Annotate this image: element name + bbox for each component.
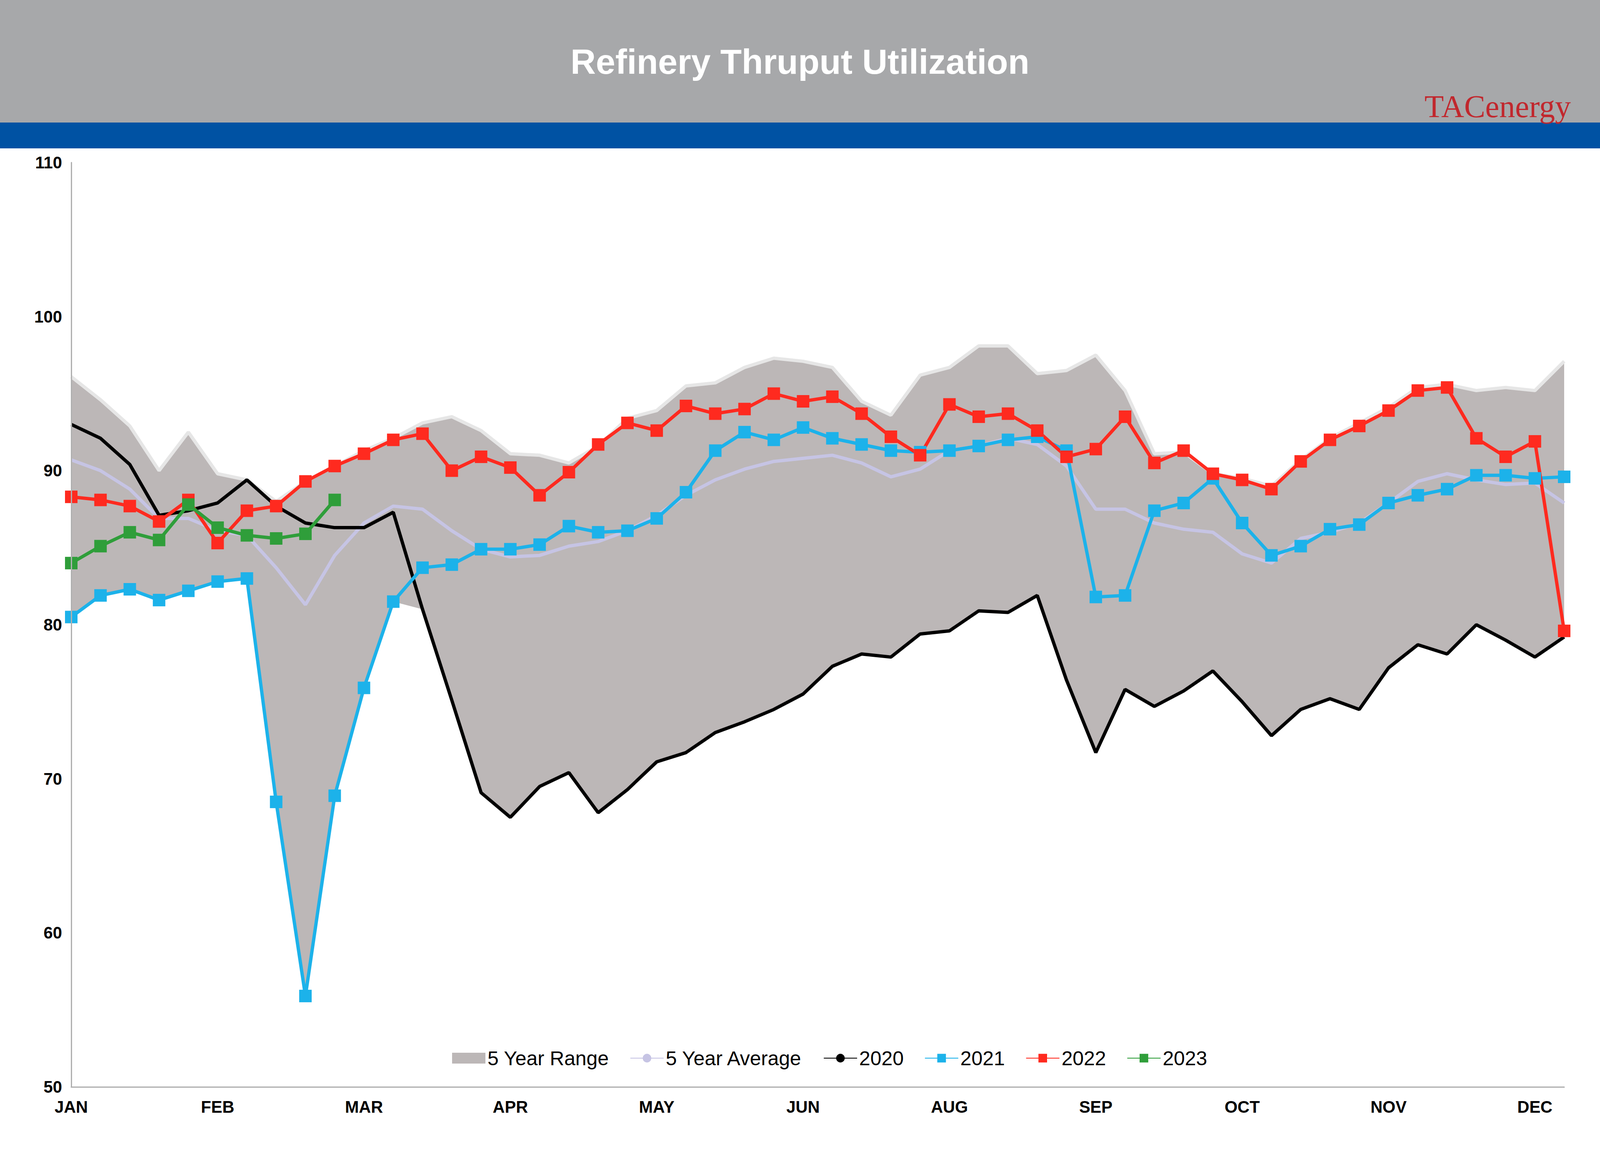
svg-text:5 Year Range: 5 Year Range: [487, 1047, 609, 1070]
svg-text:NOV: NOV: [1370, 1097, 1407, 1116]
svg-text:80: 80: [43, 615, 63, 634]
svg-text:60: 60: [43, 923, 63, 942]
svg-text:5 Year Average: 5 Year Average: [665, 1047, 802, 1070]
svg-text:JUN: JUN: [786, 1097, 820, 1116]
svg-text:AUG: AUG: [930, 1097, 968, 1116]
svg-text:MAR: MAR: [345, 1097, 383, 1116]
svg-text:100: 100: [34, 307, 63, 326]
svg-text:2023: 2023: [1162, 1047, 1208, 1070]
svg-text:TACenergy: TACenergy: [1424, 88, 1571, 124]
svg-text:OCT: OCT: [1224, 1097, 1260, 1116]
svg-text:2020: 2020: [859, 1047, 904, 1070]
svg-text:90: 90: [43, 461, 63, 480]
svg-text:Refinery Thruput Utilization: Refinery Thruput Utilization: [570, 42, 1030, 82]
svg-text:50: 50: [43, 1077, 63, 1096]
svg-text:FEB: FEB: [200, 1097, 235, 1116]
svg-text:110: 110: [35, 153, 63, 172]
svg-text:2022: 2022: [1061, 1047, 1107, 1070]
svg-text:2021: 2021: [960, 1047, 1005, 1070]
svg-text:APR: APR: [492, 1097, 529, 1116]
svg-text:JAN: JAN: [54, 1097, 88, 1116]
svg-text:SEP: SEP: [1079, 1097, 1113, 1116]
svg-text:70: 70: [43, 769, 63, 788]
svg-text:DEC: DEC: [1517, 1097, 1553, 1116]
svg-text:MAY: MAY: [638, 1097, 675, 1116]
